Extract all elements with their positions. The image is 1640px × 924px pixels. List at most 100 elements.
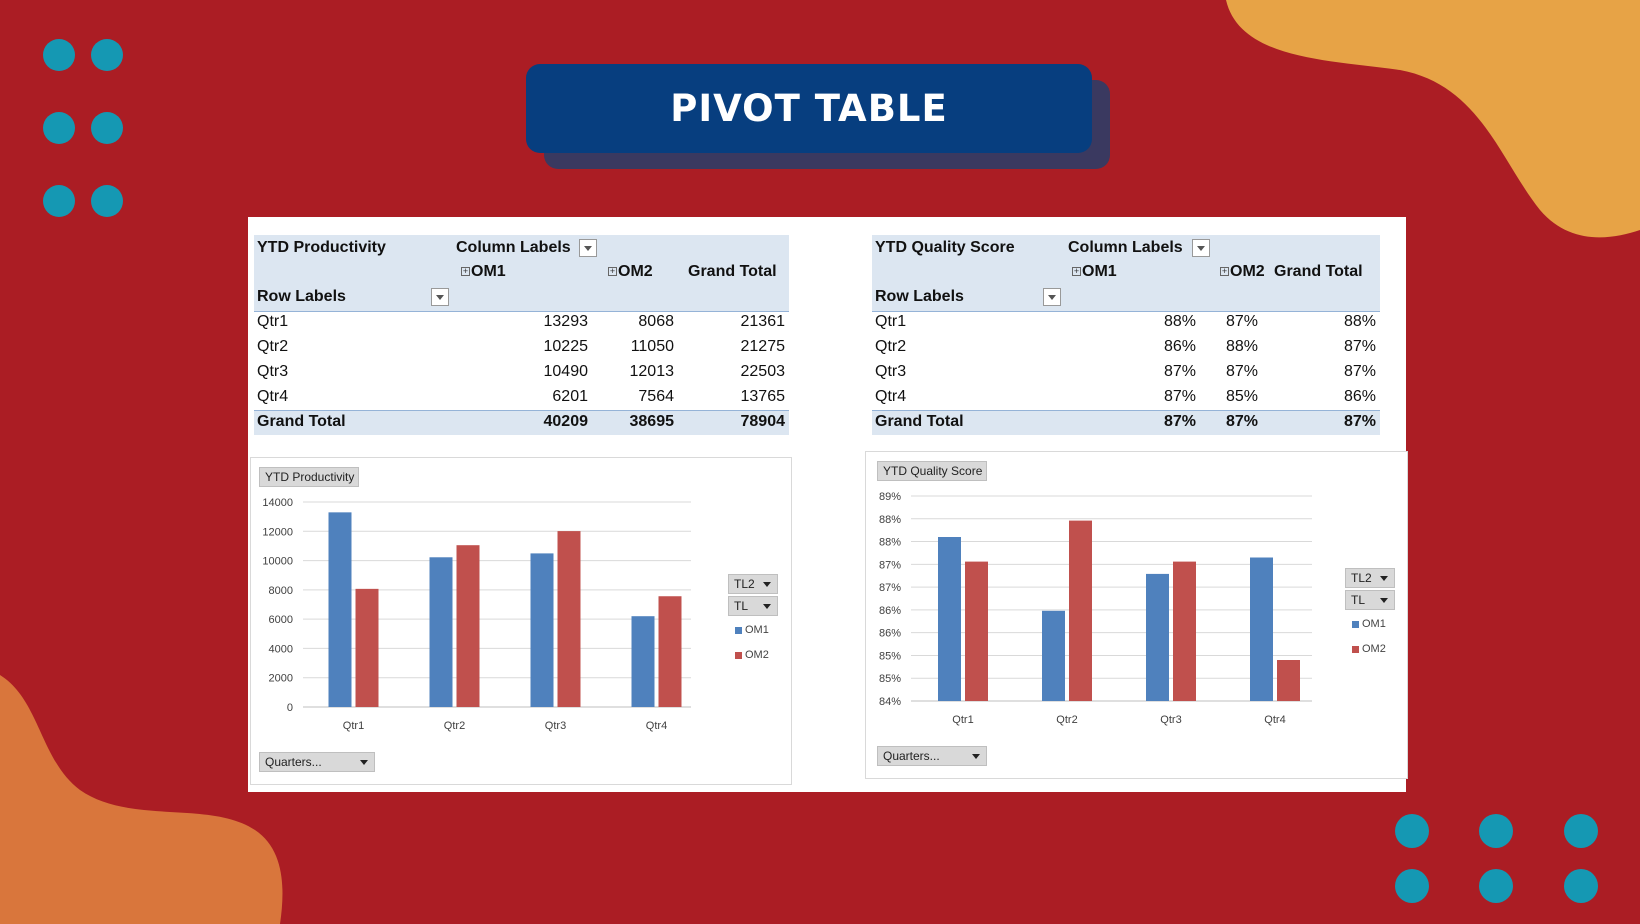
grand-total-row bbox=[872, 410, 1380, 435]
cell-value: 13765 bbox=[740, 388, 786, 405]
bar-om1 bbox=[938, 537, 961, 701]
row-label: Qtr2 bbox=[257, 338, 289, 355]
bar-om2 bbox=[1173, 561, 1196, 701]
y-tick-label: 14000 bbox=[262, 497, 293, 509]
cell-value: 7564 bbox=[638, 388, 674, 405]
x-tick-label: Qtr1 bbox=[343, 720, 364, 732]
decor-dot bbox=[91, 185, 123, 217]
bar-om2 bbox=[1069, 520, 1092, 701]
bar-om2 bbox=[456, 545, 480, 707]
grand-total-value: 78904 bbox=[740, 413, 786, 430]
cell-value: 12013 bbox=[629, 363, 675, 380]
bar-om1 bbox=[631, 616, 655, 707]
legend-item-om1: OM1 bbox=[735, 624, 769, 636]
axis-field-button[interactable]: Quarters... bbox=[259, 752, 375, 772]
y-tick-label: 12000 bbox=[262, 526, 293, 538]
x-tick-label: Qtr4 bbox=[1264, 714, 1285, 726]
row-labels-dropdown[interactable] bbox=[1043, 288, 1061, 306]
column-labels-dropdown[interactable] bbox=[1192, 239, 1210, 257]
bar-om2 bbox=[658, 596, 682, 707]
row-label: Qtr4 bbox=[875, 388, 907, 405]
filter-tl2-button[interactable]: TL2 bbox=[728, 574, 778, 594]
x-tick-label: Qtr4 bbox=[646, 720, 667, 732]
cell-value: 21361 bbox=[740, 313, 786, 330]
row-label: Qtr2 bbox=[875, 338, 907, 355]
x-tick-label: Qtr3 bbox=[545, 720, 566, 732]
y-tick-label: 0 bbox=[287, 702, 293, 714]
productivity-pivot-table: YTD Productivity Column Labels + OM1 + O… bbox=[254, 235, 789, 435]
column-header-om1: OM1 bbox=[471, 263, 506, 280]
row-labels-dropdown[interactable] bbox=[431, 288, 449, 306]
cell-value: 87% bbox=[1163, 388, 1196, 405]
row-label: Qtr4 bbox=[257, 388, 289, 405]
column-header-grand-total: Grand Total bbox=[1274, 263, 1363, 280]
decor-dot bbox=[43, 112, 75, 144]
y-tick-label: 4000 bbox=[269, 643, 293, 655]
screenshot-panel: YTD Productivity Column Labels + OM1 + O… bbox=[248, 217, 1408, 792]
cell-value: 21275 bbox=[740, 338, 786, 355]
y-tick-label: 6000 bbox=[269, 614, 293, 626]
grand-total-label: Grand Total bbox=[257, 413, 346, 430]
cell-value: 88% bbox=[1343, 313, 1376, 330]
cell-value: 13293 bbox=[543, 313, 589, 330]
row-labels: Row Labels bbox=[257, 288, 346, 305]
y-tick-label: 86% bbox=[879, 628, 901, 640]
y-tick-label: 85% bbox=[879, 673, 901, 685]
expand-om2-icon[interactable]: + bbox=[608, 266, 617, 276]
pivot-header bbox=[254, 235, 789, 312]
axis-field-button[interactable]: Quarters... bbox=[877, 746, 987, 766]
filter-tl-button[interactable]: TL bbox=[728, 596, 778, 616]
expand-om1-icon[interactable]: + bbox=[1072, 266, 1081, 276]
bar-om1 bbox=[1146, 573, 1169, 701]
cell-value: 87% bbox=[1343, 338, 1376, 355]
expand-om1-icon[interactable]: + bbox=[461, 266, 470, 276]
quality-pivot-chart[interactable]: YTD Quality Score 84% 85% 85% 86% 86% 87% 87% 8… bbox=[865, 451, 1408, 779]
quality-chart-plot: 84% 85% 85% 86% 86% 87% 87% 88% 88% 89% Qtr1 Qtr2 Qt… bbox=[879, 491, 1312, 726]
decor-dot bbox=[1395, 869, 1429, 903]
cell-value: 8068 bbox=[638, 313, 674, 330]
quality-pivot-table: YTD Quality Score Column Labels + OM1 + … bbox=[872, 235, 1380, 435]
bar-om1 bbox=[1042, 610, 1065, 701]
productivity-pivot-chart[interactable]: YTD Productivity 0 2000 4000 6000 8000 10000 1… bbox=[250, 457, 792, 785]
decor-dot bbox=[1564, 869, 1598, 903]
grand-total-value: 87% bbox=[1163, 413, 1196, 430]
cell-value: 10490 bbox=[543, 363, 589, 380]
x-tick-label: Qtr2 bbox=[444, 720, 465, 732]
y-tick-label: 2000 bbox=[269, 673, 293, 685]
column-labels: Column Labels bbox=[1068, 239, 1183, 256]
decor-dot bbox=[1479, 814, 1513, 848]
cell-value: 10225 bbox=[543, 338, 589, 355]
legend-label: OM2 bbox=[745, 649, 769, 661]
value-field-button[interactable]: YTD Quality Score bbox=[877, 461, 987, 481]
filter-tl2-button[interactable]: TL2 bbox=[1345, 568, 1395, 588]
cell-value: 88% bbox=[1225, 338, 1258, 355]
column-header-om1: OM1 bbox=[1082, 263, 1117, 280]
cell-value: 87% bbox=[1343, 363, 1376, 380]
cell-value: 22503 bbox=[740, 363, 786, 380]
productivity-chart-plot: 0 2000 4000 6000 8000 10000 12000 14000 Qtr1 Qtr2… bbox=[262, 497, 691, 732]
grand-total-value: 38695 bbox=[629, 413, 675, 430]
pivot-header bbox=[872, 235, 1380, 312]
pivot-title: YTD Quality Score bbox=[875, 239, 1015, 256]
bar-om1 bbox=[328, 512, 352, 707]
legend-label: OM2 bbox=[1362, 643, 1386, 655]
legend-item-om2: OM2 bbox=[735, 649, 769, 661]
grand-total-value: 40209 bbox=[543, 413, 589, 430]
bar-om1 bbox=[530, 553, 554, 707]
y-tick-label: 8000 bbox=[269, 585, 293, 597]
page-title: PIVOT TABLE bbox=[670, 87, 948, 130]
cell-value: 86% bbox=[1343, 388, 1376, 405]
x-tick-label: Qtr1 bbox=[952, 714, 973, 726]
value-field-button[interactable]: YTD Productivity bbox=[259, 467, 359, 487]
column-labels-dropdown[interactable] bbox=[579, 239, 597, 257]
expand-om2-icon[interactable]: + bbox=[1220, 266, 1229, 276]
cell-value: 87% bbox=[1163, 363, 1196, 380]
decor-dot bbox=[43, 39, 75, 71]
filter-tl-button[interactable]: TL bbox=[1345, 590, 1395, 610]
legend-item-om1: OM1 bbox=[1352, 618, 1386, 630]
decor-dot bbox=[1479, 869, 1513, 903]
decor-dot bbox=[91, 112, 123, 144]
cell-value: 88% bbox=[1163, 313, 1196, 330]
bar-om2 bbox=[965, 561, 988, 701]
bottom-left-blob bbox=[0, 675, 283, 924]
